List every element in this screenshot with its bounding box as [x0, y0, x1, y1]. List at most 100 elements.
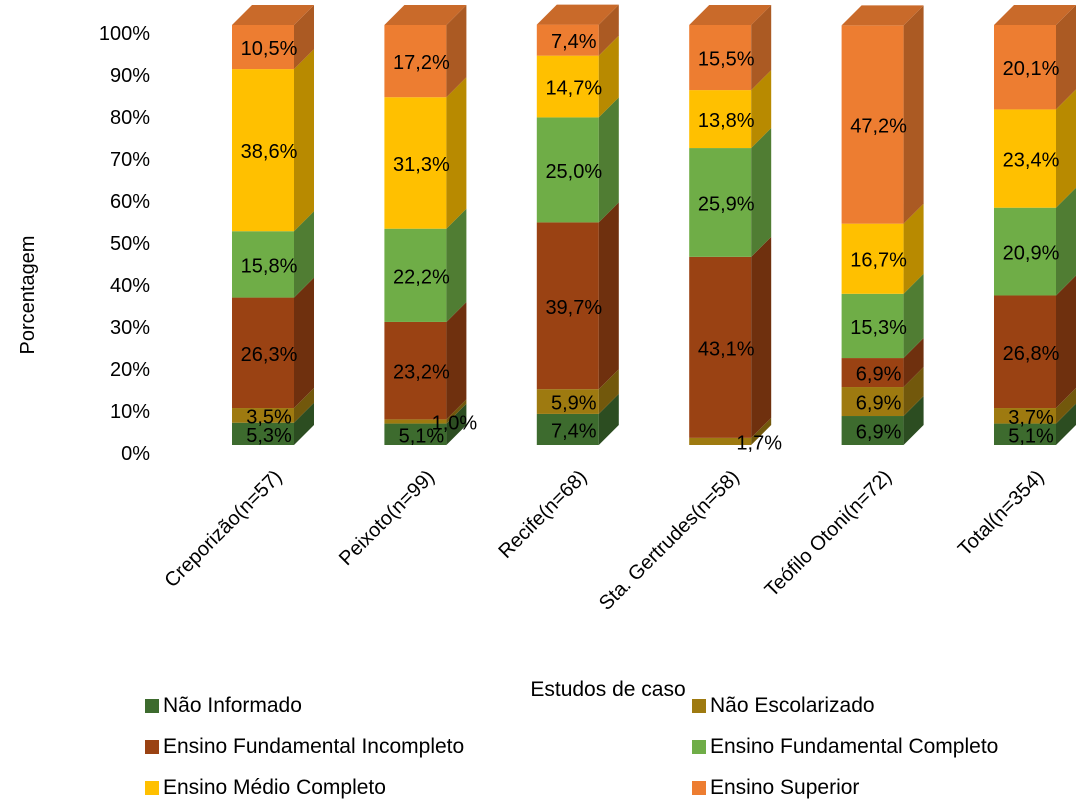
- data-label: 43,1%: [698, 338, 755, 360]
- legend-item: Ensino Superior: [692, 776, 859, 800]
- bar-segment: [841, 203, 924, 294]
- bar-segment: [384, 5, 467, 98]
- data-label: 17,2%: [393, 52, 450, 74]
- bar-segment: [994, 187, 1076, 296]
- bar-segment: [232, 49, 314, 232]
- legend-label: Ensino Superior: [710, 776, 860, 799]
- data-label: 3,7%: [1008, 407, 1054, 429]
- y-axis: 0% 10% 20% 30% 40% 50% 60% 70% 80% 90% 100%: [99, 23, 150, 465]
- legend-label: Ensino Fundamental Incompleto: [163, 735, 465, 758]
- y-tick-label: 60%: [110, 191, 150, 213]
- y-tick-label: 100%: [99, 23, 150, 45]
- bar-segment: [384, 403, 467, 445]
- bar-top: [841, 5, 924, 26]
- y-tick-label: 0%: [121, 443, 150, 465]
- data-labels: 5,3%3,5%26,3%15,8%38,6%10,5%5,1%1,0%23,2…: [241, 31, 1060, 454]
- legend-swatch: [145, 781, 159, 795]
- data-label: 23,4%: [1003, 150, 1060, 172]
- bar-segment: [841, 338, 924, 388]
- x-tick-label: Total(n=354): [954, 466, 1049, 561]
- x-tick-label: Recife(n=68): [494, 466, 591, 563]
- bar-segment: [994, 275, 1076, 409]
- data-label: 15,3%: [850, 317, 907, 339]
- bar-segment: [689, 70, 772, 149]
- bar-segment: [994, 89, 1076, 208]
- bar-segment: [232, 277, 314, 409]
- x-axis-label: Estudos de caso: [530, 678, 685, 701]
- bar-segment: [841, 5, 924, 224]
- bar-segment: [689, 417, 772, 445]
- bar-segment: [384, 301, 467, 420]
- y-axis-label: Porcentagem: [17, 236, 39, 355]
- data-label: 15,5%: [698, 49, 755, 71]
- bar-segment: [536, 369, 619, 414]
- data-label: 6,9%: [856, 364, 902, 386]
- bar-segment: [536, 97, 619, 223]
- y-tick-label: 90%: [110, 65, 150, 87]
- data-label: 26,8%: [1003, 343, 1060, 365]
- data-label: 5,9%: [551, 393, 597, 415]
- data-label: 25,0%: [545, 161, 602, 183]
- bar-segment: [384, 399, 467, 424]
- y-tick-label: 50%: [110, 233, 150, 255]
- legend-item: Ensino Fundamental Incompleto: [145, 735, 464, 759]
- bar-segment: [232, 211, 314, 298]
- data-label: 10,5%: [241, 38, 298, 60]
- data-label: 38,6%: [241, 141, 298, 163]
- legend-swatch: [692, 781, 706, 795]
- bar-segment: [232, 388, 314, 423]
- x-tick-label: Peixoto(n=99): [335, 466, 439, 570]
- data-label: 39,7%: [545, 297, 602, 319]
- bar-segment: [841, 367, 924, 417]
- bar-segment: [536, 35, 619, 118]
- y-tick-label: 20%: [110, 359, 150, 381]
- y-tick-label: 30%: [110, 317, 150, 339]
- data-label: 1,0%: [432, 412, 478, 434]
- bar-top: [232, 5, 314, 25]
- y-tick-label: 80%: [110, 107, 150, 129]
- data-label: 16,7%: [850, 250, 907, 272]
- bar-segment: [384, 77, 467, 229]
- bar-segment: [994, 403, 1076, 445]
- y-tick-label: 10%: [110, 401, 150, 423]
- bar-segment: [384, 208, 467, 322]
- legend-swatch: [692, 699, 706, 713]
- bar-segment: [841, 273, 924, 359]
- data-label: 14,7%: [545, 78, 602, 100]
- y-tick-label: 40%: [110, 275, 150, 297]
- data-label: 13,8%: [698, 110, 755, 132]
- x-tick-label: Sta. Gertrudes(n=58): [595, 466, 744, 615]
- legend-item: Não Informado: [145, 694, 302, 718]
- data-label: 7,4%: [551, 31, 597, 53]
- bar-segment: [994, 388, 1076, 424]
- legend-swatch: [692, 740, 706, 754]
- bar-segment: [232, 5, 314, 70]
- y-tick-label: 70%: [110, 149, 150, 171]
- bar-segment: [841, 396, 924, 445]
- bar-segment: [994, 5, 1076, 110]
- bar-segment: [689, 128, 772, 257]
- data-label: 22,2%: [393, 266, 450, 288]
- legend-label: Ensino Médio Completo: [163, 776, 386, 799]
- bar-top: [994, 5, 1076, 25]
- bar-segment: [689, 236, 772, 438]
- legend-swatch: [145, 740, 159, 754]
- bar-top: [689, 5, 772, 25]
- data-label: 20,1%: [1003, 58, 1060, 80]
- x-tick-label: Teófilo Otoni(n=72): [761, 466, 896, 601]
- data-label: 20,9%: [1003, 243, 1060, 265]
- legend-swatch: [145, 699, 159, 713]
- data-label: 5,3%: [246, 425, 292, 447]
- bar-top: [384, 5, 467, 25]
- bar-segment: [689, 5, 772, 91]
- legend-item: Não Escolarizado: [692, 694, 875, 718]
- legend-label: Não Informado: [163, 694, 302, 717]
- bar-segment: [536, 4, 619, 56]
- bar-top: [536, 4, 619, 25]
- legend-label: Ensino Fundamental Completo: [710, 735, 999, 758]
- bar-segment: [536, 393, 619, 445]
- legend-item: Ensino Médio Completo: [145, 776, 386, 800]
- legend-label: Não Escolarizado: [710, 694, 875, 717]
- data-label: 6,9%: [856, 393, 902, 415]
